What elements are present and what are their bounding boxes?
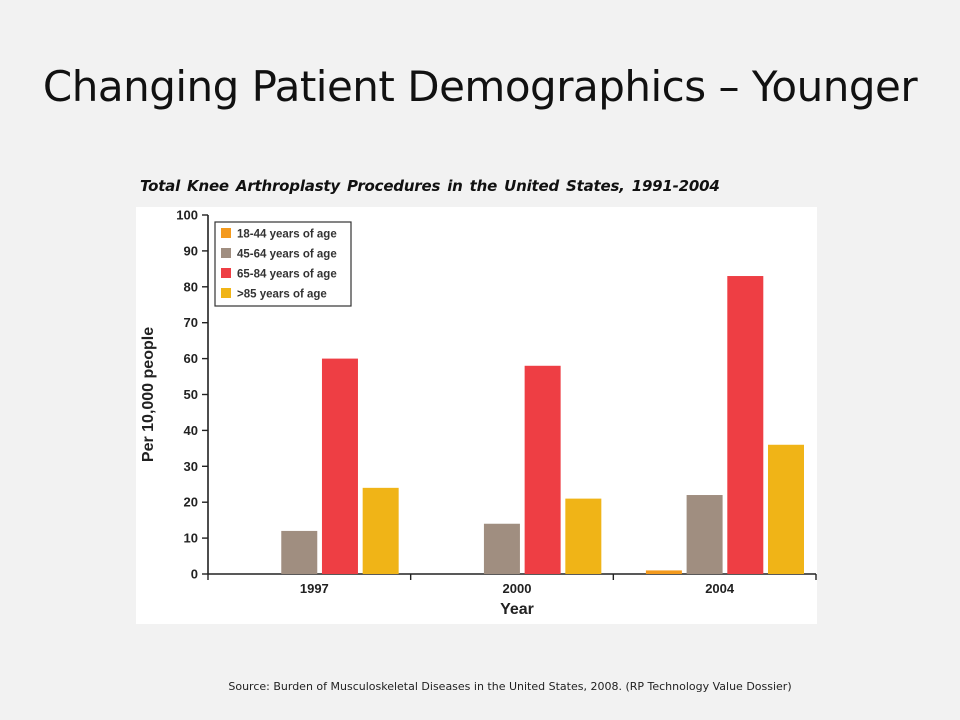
chart-panel: 0 10 20 30 40 50 60 70 80 90 100 1997 2000 2004 Year Pe…: [136, 207, 817, 624]
legend-label: >85 years of age: [237, 289, 327, 301]
y-axis-label: Per 10,000 people: [140, 327, 157, 462]
y-tick-label: 80: [184, 279, 198, 294]
bar-chart: 0 10 20 30 40 50 60 70 80 90 100 1997 2000 2004 Year Pe…: [140, 208, 817, 618]
y-tick-label: 20: [184, 495, 198, 510]
bar-2004-series-2: [686, 495, 723, 574]
bar-2004-series-1: [645, 570, 682, 574]
bar-2004-series-3: [727, 276, 764, 574]
bar-2004-series-4: [768, 444, 804, 574]
x-axis-label: Year: [500, 601, 534, 618]
bar-2000-series-4: [565, 498, 602, 574]
y-tick-label: 0: [191, 567, 198, 582]
bar-1997-series-2: [281, 530, 318, 574]
source-note: Source: Burden of Musculoskeletal Diseas…: [228, 680, 792, 693]
x-tick-label: 2000: [503, 581, 532, 596]
legend-box: [214, 221, 352, 307]
bar-1997-series-4: [362, 487, 399, 574]
bar-2000-series-3: [524, 365, 561, 574]
y-tick-label: 60: [184, 351, 198, 366]
bar-1997-series-3: [321, 358, 358, 574]
y-tick-label: 40: [184, 423, 198, 438]
legend-label: 45-64 years of age: [237, 249, 337, 261]
legend-label: 18-44 years of age: [237, 229, 337, 241]
bar-2000-series-2: [483, 523, 520, 574]
slide-title: Changing Patient Demographics – Younger: [42, 62, 918, 111]
x-tick-label: 2004: [705, 581, 735, 596]
y-tick-label: 100: [176, 208, 198, 223]
y-tick-label: 90: [184, 243, 198, 258]
legend-label: 65-84 years of age: [237, 269, 337, 281]
y-tick-label: 10: [184, 531, 198, 546]
legend-swatch: [221, 288, 231, 298]
y-tick-label: 50: [184, 387, 198, 402]
x-tick-label: 1997: [300, 581, 329, 596]
legend-swatch: [221, 248, 231, 258]
legend-swatch: [221, 228, 231, 238]
y-tick-label: 30: [184, 459, 198, 474]
y-tick-label: 70: [184, 315, 198, 330]
chart-title: Total Knee Arthroplasty Procedures in th…: [140, 177, 720, 195]
legend-swatch: [221, 268, 231, 278]
